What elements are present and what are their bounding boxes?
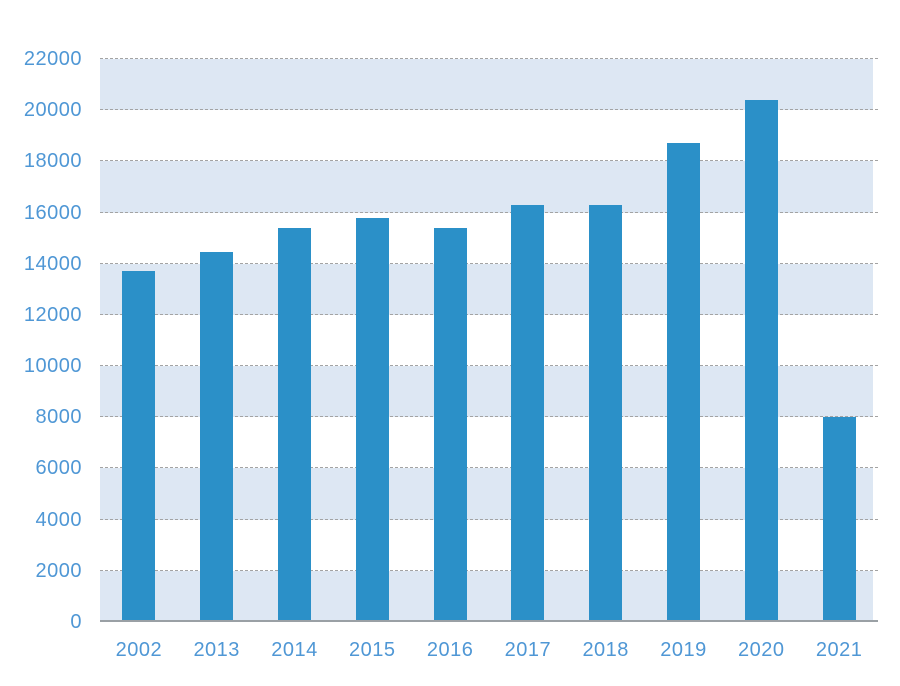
y-tick-label: 22000: [23, 48, 82, 70]
x-tick-label: 2013: [193, 639, 240, 661]
y-tick-label: 20000: [23, 99, 82, 122]
x-tick-label: 2019: [660, 639, 707, 661]
y-tick-label: 14000: [23, 252, 82, 275]
y-tick-label: 18000: [23, 150, 82, 173]
y-tick-label: 6000: [35, 457, 82, 480]
gridline: [100, 365, 878, 367]
bar-2014: [278, 227, 311, 622]
y-tick-label: 8000: [35, 406, 82, 429]
gridline: [100, 211, 878, 213]
bar-2016: [433, 227, 467, 622]
x-tick-label: 2021: [815, 639, 863, 661]
gridline: [100, 518, 878, 520]
gridline: [100, 416, 878, 418]
y-tick-label: 0: [70, 611, 82, 633]
gridline: [100, 569, 878, 571]
bar-2013: [200, 252, 234, 622]
x-tick-label: 2016: [426, 639, 474, 661]
x-tick-label: 2002: [115, 639, 163, 661]
gridline: [100, 313, 878, 315]
x-tick-label: 2014: [271, 639, 318, 661]
y-tick-label: 2000: [35, 559, 82, 582]
y-tick-label: 10000: [23, 355, 82, 378]
gridline: [100, 58, 878, 59]
x-tick-label: 2015: [349, 639, 396, 661]
x-tick-label: 2018: [582, 639, 629, 661]
plot-band: [100, 161, 873, 213]
y-tick-label: 4000: [35, 508, 82, 531]
gridline: [100, 467, 878, 469]
bar-2017: [511, 204, 545, 622]
bar-2018: [589, 204, 623, 622]
plot-band: [100, 59, 873, 111]
gridline: [100, 262, 878, 264]
gridline: [100, 109, 878, 111]
x-tick-label: 2017: [504, 639, 552, 661]
bar-2020: [744, 99, 778, 622]
y-tick-label: 16000: [23, 201, 82, 224]
bar-2002: [122, 271, 156, 622]
bar-2021: [822, 417, 856, 622]
gridline: [100, 160, 878, 162]
y-tick-label: 12000: [23, 303, 82, 326]
bar-2019: [667, 143, 700, 622]
x-axis-line: [100, 620, 878, 622]
x-tick-label: 2020: [738, 639, 785, 661]
bar-2015: [355, 217, 389, 622]
